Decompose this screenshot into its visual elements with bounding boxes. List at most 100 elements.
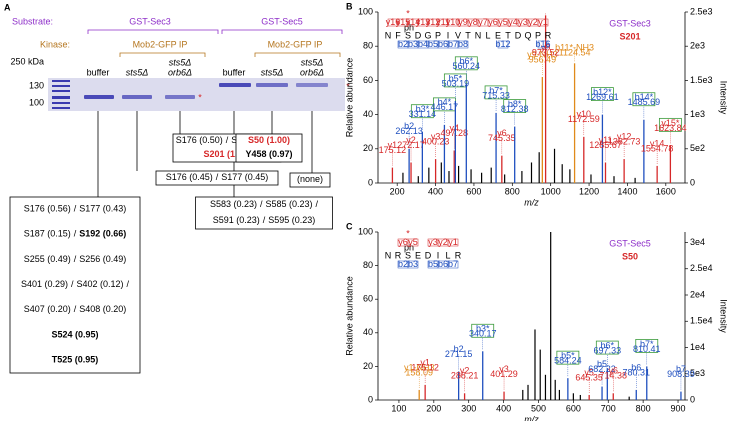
peak-mz: 745.35 [488, 133, 516, 143]
site-line: S176 (0.56) / S177 (0.43) [24, 204, 127, 214]
kinase-name: Mob2-GFP IP [268, 39, 323, 49]
peak-mz: 1554.78 [641, 143, 674, 153]
site-text: / [74, 204, 77, 214]
peak-mz: 956.49 [529, 54, 557, 64]
peak-label: b6* [601, 340, 615, 350]
peak-mz: 400.23 [422, 136, 450, 146]
site-text: / [74, 229, 77, 239]
peak-label: y2 [406, 135, 416, 145]
site-line: S591 (0.23) / S595 (0.23) [213, 215, 316, 225]
y-ion-label: y5 [498, 17, 508, 27]
site-box [9, 196, 141, 374]
sequence-letter: L [485, 30, 490, 40]
site-box [155, 170, 279, 186]
sequence-letter: N [385, 250, 392, 260]
peak-mz: 714.38 [600, 371, 628, 381]
axes [377, 232, 686, 401]
peak-label: y11 [599, 135, 613, 145]
y2-tick-label: 2e4 [690, 289, 705, 299]
y-axis-label: Relative abundance [344, 58, 354, 138]
y-tick-label: 20 [363, 361, 373, 371]
peak-mz: 780.31 [623, 367, 651, 377]
sequence-letter: I [437, 250, 440, 260]
peak-mz: 812.38 [501, 104, 529, 114]
b-ion-box [497, 40, 509, 49]
site-text: / [263, 215, 266, 225]
x-tick-label: 800 [636, 403, 651, 413]
x-tick-label: 400 [428, 186, 443, 196]
ladder [52, 80, 70, 109]
chart-title: GST-Sec3 [609, 18, 651, 28]
x-tick-label: 1000 [541, 186, 561, 196]
b-ion-box [457, 40, 469, 49]
peak-label: b7 [676, 364, 686, 374]
peak-label: b2 [404, 121, 414, 131]
substrate-label: Substrate: [12, 16, 53, 26]
sequence-letter: E [415, 250, 421, 260]
peak-mz: 560.24 [453, 61, 481, 71]
site-text: S585 (0.23) [266, 199, 313, 209]
panel-letter: B [346, 1, 353, 11]
y-ion-label: y11 [436, 17, 450, 27]
site-text: S591 (0.23) [213, 215, 260, 225]
band-star: * [346, 81, 350, 91]
peak-label: b6 [631, 362, 641, 372]
site-text: / [71, 279, 74, 289]
y-ion-label: y1 [448, 237, 458, 247]
x-tick-label: 400 [496, 403, 511, 413]
peak-mz: 340.17 [469, 329, 497, 339]
peak-label: y9 [541, 42, 551, 52]
peak-mz: 262.13 [395, 126, 423, 136]
x-axis-label: m/z [524, 197, 539, 207]
y2-tick-label: 1.5e3 [690, 75, 713, 85]
b-ion-label: b7 [448, 259, 458, 269]
site-line: S255 (0.49) / S256 (0.49) [24, 254, 127, 264]
lane-label: orb6Δ [168, 67, 192, 77]
panel-letter: A [4, 2, 11, 12]
site-line: S583 (0.23) / S585 (0.23) / [210, 199, 319, 209]
peak-mz: 272.17 [397, 140, 425, 150]
y-ion-label: y14 [406, 17, 421, 27]
phospho-star: * [406, 228, 410, 238]
y-ion-label: y6 [398, 237, 408, 247]
y2-tick-label: 2e3 [690, 41, 705, 51]
peak-label: b12* [593, 87, 612, 97]
site-box [235, 133, 303, 163]
site-text: S50 (1.00) [248, 135, 290, 145]
peak-label: b5* [449, 73, 463, 83]
y-ion-label: y1 [538, 17, 548, 27]
peak-label: y4 [449, 123, 459, 133]
substrate-name: GST-Sec5 [261, 16, 303, 26]
peak-mz: 331.14 [409, 109, 437, 119]
label-box [635, 338, 659, 353]
gel [48, 78, 345, 111]
y-ion-label: y7 [478, 17, 488, 27]
y-tick-label: 100 [358, 226, 373, 236]
sequence-letter: E [495, 30, 501, 40]
bands [84, 83, 328, 99]
site-line: S176 (0.45) / S177 (0.45) [166, 172, 269, 182]
sequence-letter: R [395, 250, 402, 260]
site-text: / [316, 199, 319, 209]
y-tick-label: 100 [358, 6, 373, 16]
x-tick-label: 700 [601, 403, 616, 413]
y-ion-box [447, 238, 459, 247]
site-text: S201 (1.00) [203, 149, 250, 159]
y2-tick-label: 0 [690, 177, 695, 187]
lane-label: buffer [87, 67, 110, 77]
sequence-letter: T [465, 30, 471, 40]
b-ion-label: b2 [398, 39, 408, 49]
marker-label: 130 [29, 80, 44, 90]
y-ion-label: y10 [446, 17, 461, 27]
y2-tick-label: 0 [690, 394, 695, 404]
site-line: Y458 (0.97) [245, 149, 292, 159]
lane-label: sts5Δ [301, 57, 324, 67]
peak-mz: 175.12 [411, 362, 439, 372]
y-tick-label: 0 [368, 177, 373, 187]
y-tick-label: 60 [363, 294, 373, 304]
site-text: / [127, 279, 130, 289]
site-text: Y458 (0.97) [245, 149, 292, 159]
y-tick-label: 20 [363, 143, 373, 153]
peak-label: y5 [584, 367, 594, 377]
y-ion-label: y3 [428, 237, 438, 247]
